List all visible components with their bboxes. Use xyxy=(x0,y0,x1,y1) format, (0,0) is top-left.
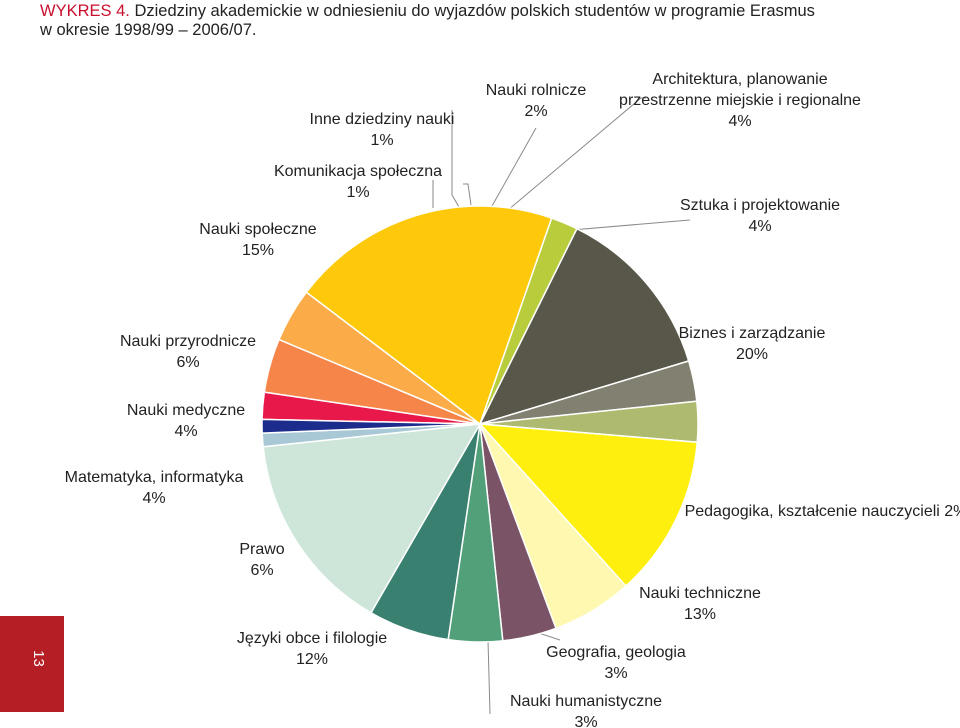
slice-label-biznes-i-zarzadzanie: Biznes i zarządzanie 20% xyxy=(679,325,826,363)
leader-line-inne-dziedziny-nauki xyxy=(451,110,460,208)
slice-label-line: Geografia, geologia xyxy=(546,644,686,661)
slice-label-line: 4% xyxy=(142,490,165,507)
slice-label-line: 4% xyxy=(748,218,771,235)
slice-label-nauki-humanistyczne: Nauki humanistyczne 3% xyxy=(510,693,662,728)
slice-label-nauki-spoleczne: Nauki społeczne 15% xyxy=(199,221,317,259)
slice-label-architektura-planowanie: Architektura, planowanie przestrzenne mie… xyxy=(619,71,861,130)
chart-title: WYKRES 4. Dziedziny akademickie w odnies… xyxy=(40,2,815,40)
leader-lines xyxy=(432,97,691,715)
chart-title-line2: w okresie 1998/99 – 2006/07. xyxy=(40,21,257,39)
slice-label-line: Nauki medyczne xyxy=(127,402,245,419)
chart-title-prefix: WYKRES 4. xyxy=(40,2,130,20)
chart-title-line1: Dziedziny akademickie w odniesieniu do w… xyxy=(129,2,815,20)
pie-slice-komunikacja-spoleczna xyxy=(261,418,481,434)
page-tab xyxy=(0,616,64,712)
slice-label-jezyki-obce-i-filologie: Języki obce i filologie 12% xyxy=(237,630,387,668)
slice-label-line: 2% xyxy=(524,103,547,120)
slice-label-line: 4% xyxy=(174,423,197,440)
leader-line-komunikacja-spoleczna xyxy=(463,183,472,206)
slice-label-line: Prawo xyxy=(239,541,284,558)
slice-label-line: Sztuka i projektowanie xyxy=(680,197,840,214)
leader-line-nauki-rolnicze xyxy=(491,127,537,207)
slice-label-line: Nauki społeczne xyxy=(199,221,317,238)
pie-slice-nauki-techniczne xyxy=(478,227,690,426)
leader-line-nauki-humanistyczne xyxy=(487,639,491,715)
slice-label-line: 13% xyxy=(684,606,716,623)
slice-label-nauki-medyczne: Nauki medyczne 4% xyxy=(127,402,245,440)
pie-slices xyxy=(261,205,699,643)
slice-label-geografia-geologia: Geografia, geologia 3% xyxy=(546,644,686,682)
slice-label-inne-dziedziny-nauki: Inne dziedziny nauki 1% xyxy=(310,111,455,149)
slice-label-nauki-rolnicze: Nauki rolnicze 2% xyxy=(486,82,587,120)
pie-slice-jezyki-obce-i-filologie xyxy=(478,423,699,588)
slice-label-line: 20% xyxy=(736,346,768,363)
slice-label-line: 15% xyxy=(242,242,274,259)
slice-label-line: Języki obce i filologie xyxy=(237,630,387,647)
slice-label-sztuka-i-projektowanie: Sztuka i projektowanie 4% xyxy=(680,197,840,235)
slice-label-komunikacja-spoleczna: Komunikacja społeczna 1% xyxy=(274,163,442,201)
slice-label-line: Biznes i zarządzanie xyxy=(679,325,826,342)
pie-slice-biznes-i-zarzadzanie xyxy=(305,205,553,426)
slice-label-line: 3% xyxy=(574,714,597,728)
slice-label-line: Architektura, planowanie xyxy=(652,71,827,88)
slice-label-line: 1% xyxy=(370,132,393,149)
slice-label-line: Matematyka, informatyka xyxy=(65,469,244,486)
slice-label-line: 12% xyxy=(296,651,328,668)
slice-label-line: 6% xyxy=(176,354,199,371)
slice-label-line: Komunikacja społeczna xyxy=(274,163,442,180)
slice-label-pedagogika-ksztalcenie-nauczycieli-2: Pedagogika, kształcenie nauczycieli 2% xyxy=(685,503,960,520)
slice-labels: Nauki rolnicze 2% Architektura, planowanie… xyxy=(65,71,960,728)
slice-label-line: Nauki techniczne xyxy=(639,585,761,602)
slice-label-nauki-przyrodnicze: Nauki przyrodnicze 6% xyxy=(120,333,256,371)
slice-label-line: 3% xyxy=(604,665,627,682)
slice-label-line: 1% xyxy=(346,184,369,201)
pie-slice-nauki-spoleczne xyxy=(262,423,482,614)
slice-label-line: Nauki przyrodnicze xyxy=(120,333,256,350)
slice-label-line: Nauki rolnicze xyxy=(486,82,587,99)
slice-label-prawo: Prawo 6% xyxy=(239,541,284,579)
slice-label-line: Nauki humanistyczne xyxy=(510,693,662,710)
page-number: 13 xyxy=(29,650,47,667)
slice-label-line: Pedagogika, kształcenie nauczycieli 2% xyxy=(685,503,960,520)
slice-label-line: 6% xyxy=(250,562,273,579)
slice-label-matematyka-informatyka: Matematyka, informatyka 4% xyxy=(65,469,244,507)
slice-label-line: 4% xyxy=(728,113,751,130)
slice-label-line: Inne dziedziny nauki xyxy=(310,111,455,128)
slice-label-line: przestrzenne miejskie i regionalne xyxy=(619,92,861,109)
slice-label-nauki-techniczne: Nauki techniczne 13% xyxy=(639,585,761,623)
leader-line-architektura-planowanie xyxy=(507,97,646,211)
